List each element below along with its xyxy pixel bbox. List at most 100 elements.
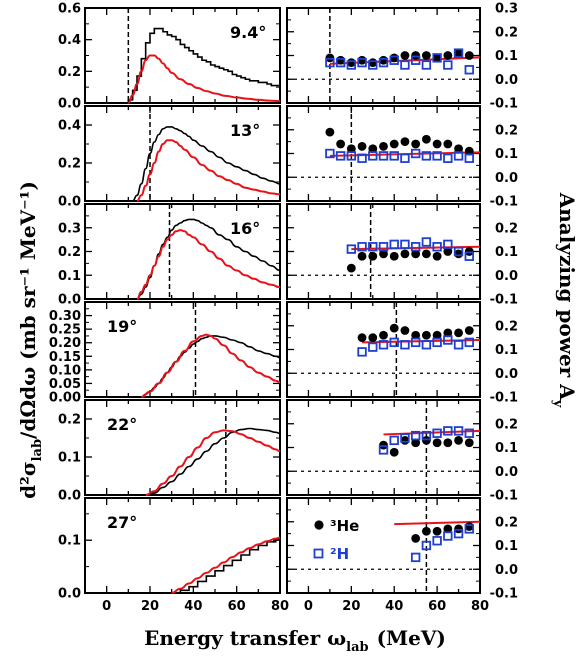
h2-point: [410, 552, 421, 563]
data-histogram: [124, 27, 281, 104]
y-tick-label: 0.6: [58, 2, 81, 17]
he3-point: [443, 328, 453, 338]
he3-point: [464, 247, 474, 256]
y-tick-label: 0.0: [58, 293, 81, 308]
cross-section-panel-2: 0.0 0.1 0.2 0.3 16°: [58, 203, 281, 308]
y-tick-label: -0.1: [490, 489, 518, 504]
h2-point: [389, 239, 399, 250]
h2-point: [432, 151, 442, 161]
h2-point: [325, 57, 335, 68]
h2-point: [389, 337, 399, 348]
h2-point: [432, 53, 442, 63]
h2-point: [432, 337, 442, 348]
he3-point: [454, 328, 463, 338]
y-tick-label: 0.2: [58, 413, 81, 428]
he3-point: [389, 447, 399, 457]
angle-label: 16°: [230, 219, 260, 238]
h2-point: [378, 445, 389, 455]
h2-point: [443, 239, 453, 250]
y-tick-label: 0.2: [495, 123, 518, 138]
h2-point: [453, 246, 464, 257]
he3-point: [368, 251, 378, 261]
x-axis-label: Energy transfer ωlab (MeV): [144, 626, 446, 655]
x-tick-label: 80: [271, 599, 289, 614]
h2-point: [368, 60, 378, 70]
h2-point: [464, 251, 474, 261]
y-tick-label: 0.0: [495, 269, 518, 284]
he3-point: [357, 141, 367, 151]
y-tick-label: 0.0: [58, 195, 81, 210]
y-tick-label: 0.05: [49, 377, 81, 392]
y-tick-label: 0.0: [58, 97, 81, 112]
angle-label: 22°: [107, 415, 137, 434]
y-tick-label: 0.1: [495, 245, 518, 260]
x-tick-label: 60: [228, 599, 246, 614]
y-tick-label: 0.30: [49, 309, 81, 324]
y-tick-label: 0.2: [495, 221, 518, 236]
h2-point: [421, 430, 432, 441]
angle-label: 9.4°: [230, 23, 266, 42]
h2-point: [335, 57, 346, 68]
y-tick-label: 0.0: [58, 587, 81, 602]
he3-point: [464, 51, 474, 60]
he3-point: [432, 438, 442, 448]
data-curve: [141, 335, 281, 398]
y-tick-label: 0.1: [495, 539, 518, 554]
right-frame-5: [286, 497, 481, 594]
h2-point: [410, 148, 421, 159]
h2-point: [357, 347, 367, 357]
he3-point: [325, 127, 335, 137]
y-tick-label: 0.2: [495, 417, 518, 432]
he3-point: [379, 330, 388, 340]
h2-point: [453, 151, 464, 161]
model-curve: [127, 54, 281, 104]
legend-he3-label: ³He: [330, 517, 359, 535]
h2-point: [335, 151, 346, 161]
h2-point: [357, 242, 367, 252]
model-curve: [171, 536, 281, 594]
model-line: [383, 429, 481, 436]
cross-section-panel-0: 0.0 0.2 0.4 0.6 9.4°: [58, 2, 281, 112]
y-tick-label: -0.1: [490, 391, 518, 406]
left-frame-1: [84, 105, 281, 202]
he3-point: [421, 526, 431, 536]
y-tick-label: 0.1: [495, 441, 518, 456]
h2-point: [453, 340, 464, 350]
y-tick-label: 0.2: [58, 157, 81, 172]
right-frame-3: [286, 301, 481, 398]
h2-point: [443, 153, 453, 163]
y-tick-label: 0.0: [495, 465, 518, 480]
analyzing-power-panel-3: -0.1 0.0 0.1 0.2: [286, 301, 518, 406]
y-tick-label: 0.3: [495, 2, 518, 17]
he3-point: [454, 524, 463, 534]
h2-point: [400, 239, 410, 250]
h2-point: [410, 242, 421, 252]
h2-point: [443, 335, 453, 345]
h2-point: [421, 60, 432, 70]
h2-point: [453, 48, 464, 58]
cross-section-panel-4: 0.0 0.1 0.2 22°: [58, 399, 281, 504]
h2-point: [410, 337, 421, 348]
he3-point: [421, 249, 431, 259]
he3-point: [346, 263, 356, 273]
x-tick-label: 20: [141, 599, 159, 614]
analyzing-power-panel-4: -0.1 0.0 0.1 0.2: [286, 399, 518, 504]
he3-point: [379, 249, 388, 259]
he3-point: [400, 249, 410, 259]
h2-point: [421, 237, 432, 247]
y-tick-label: 0.1: [495, 49, 518, 64]
he3-point: [454, 48, 463, 58]
he3-point: [432, 330, 442, 340]
y-tick-label: 0.1: [495, 343, 518, 358]
angle-label: 27°: [107, 513, 137, 532]
h2-point: [346, 151, 357, 161]
y-tick-label: 0.1: [58, 534, 81, 549]
h2-point: [368, 242, 378, 252]
y-tick-label: -0.1: [490, 195, 518, 210]
data-curve: [132, 126, 281, 202]
he3-point: [400, 326, 410, 335]
he3-point: [421, 51, 431, 60]
legend-h2-marker: [313, 548, 324, 559]
x-tick-label: 40: [184, 599, 202, 614]
h2-point: [464, 337, 474, 348]
